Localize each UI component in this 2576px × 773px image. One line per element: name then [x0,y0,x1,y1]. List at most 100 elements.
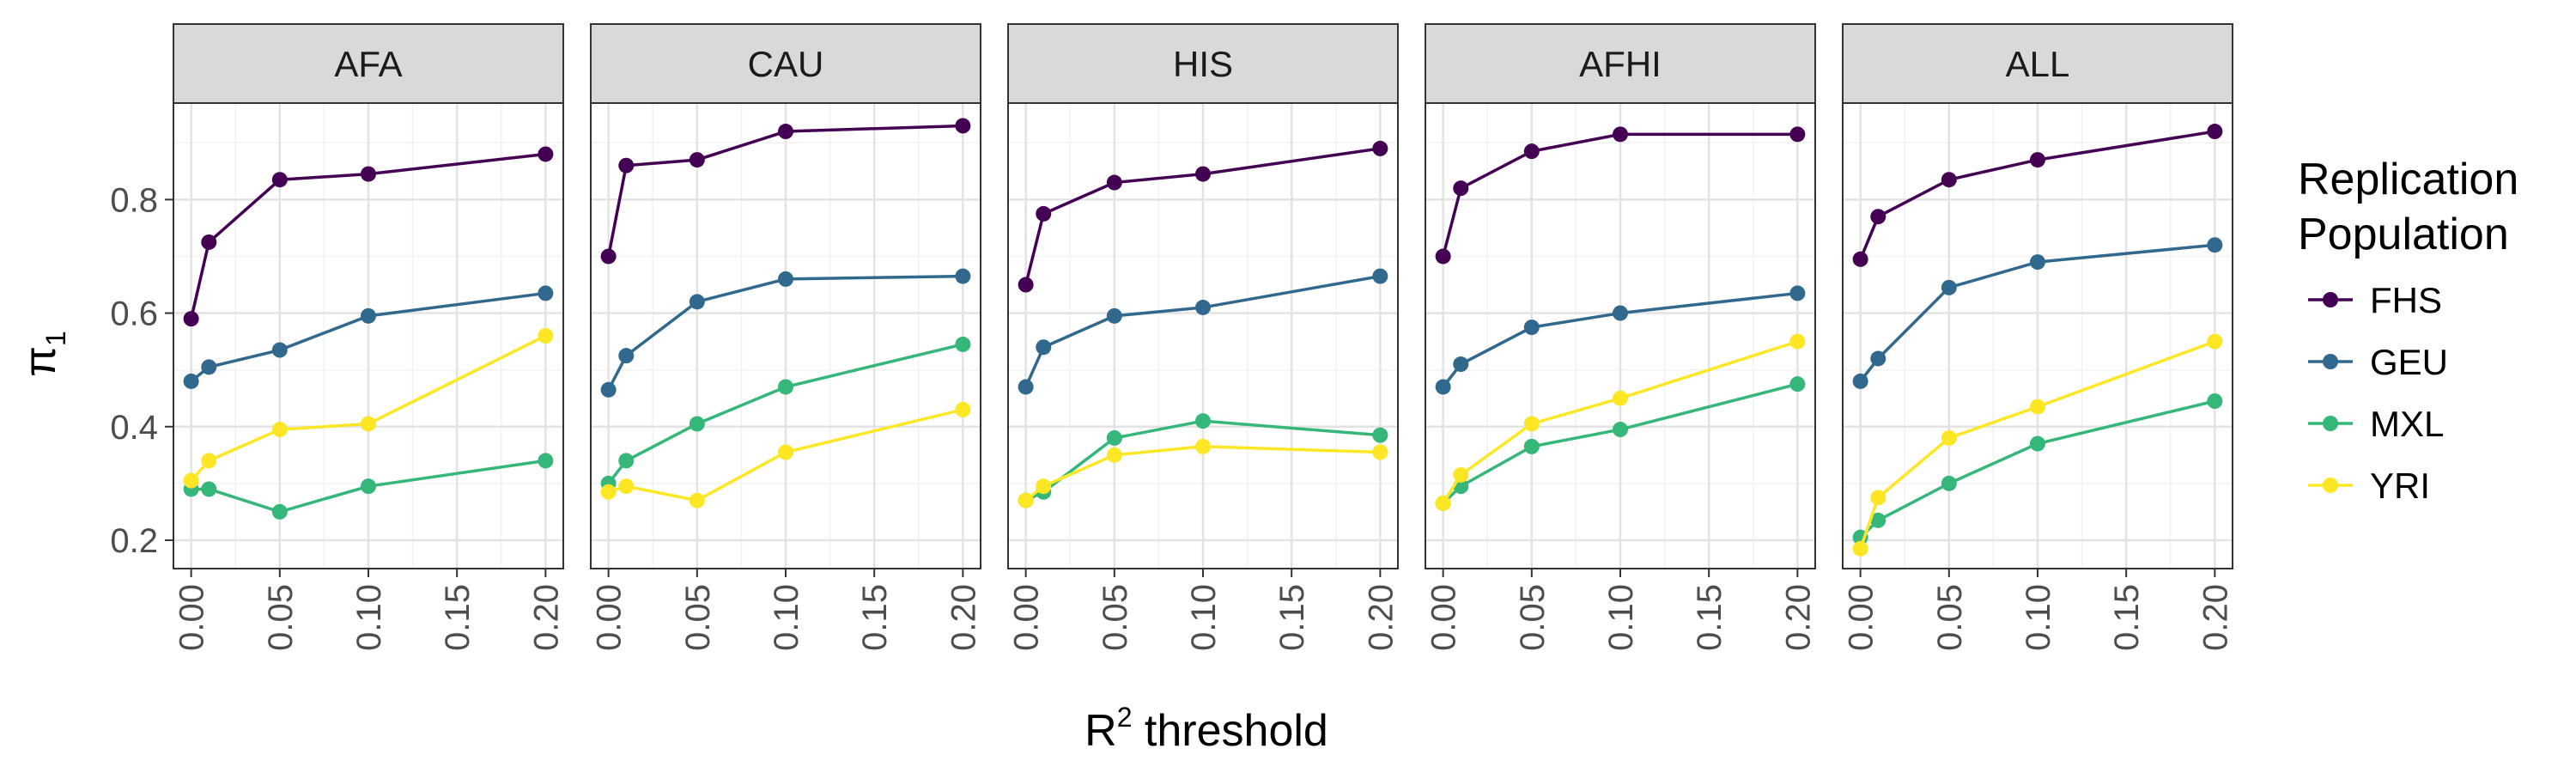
data-point [1789,126,1806,143]
facet-panel-afhi: AFHI 0.00 0.05 0.10 0.15 0.20 [1425,23,1817,651]
legend-key-geu: GEU [2308,342,2448,382]
data-point [1453,180,1469,197]
data-point [1372,268,1388,284]
data-point [1941,172,1957,188]
x-tick-label: 0.15 [439,584,477,651]
legend-keys: FHS GEU MXL YRI [2308,280,2448,506]
x-tick-label: 0.20 [1779,584,1817,651]
data-point [778,271,793,287]
series-yri [1018,438,1388,508]
data-point [1018,492,1034,508]
series-geu [1018,268,1388,395]
data-point [538,453,554,469]
y-axis: 0.2 0.4 0.6 0.8 [110,181,173,560]
y-tick-label: 0.4 [110,409,158,447]
gridlines [1843,103,2233,569]
series-geu [183,285,554,389]
data-point [1523,438,1540,454]
x-tick-label: 0.15 [856,584,894,651]
facet-strip-label: AFA [334,44,402,84]
data-point [2207,237,2223,253]
data-point [1852,251,1868,267]
data-point [201,359,217,375]
legend-label: YRI [2370,466,2430,506]
data-point [1372,427,1388,443]
series-fhs [600,118,971,265]
series-geu [1435,285,1806,395]
x-axis-title-rest: threshold [1132,706,1327,756]
data-point [271,503,288,520]
x-axis-ticks: 0.00 0.05 0.10 0.15 0.20 [1843,569,2234,651]
data-point [618,157,635,173]
data-point [1195,299,1211,315]
data-point [538,146,554,162]
series-yri [1852,333,2223,557]
series-geu [600,268,971,398]
x-tick-label: 0.05 [262,584,300,651]
data-point [1613,390,1628,406]
series-geu [1852,237,2223,389]
data-point [618,478,635,495]
data-point [1106,429,1122,446]
data-point [1453,466,1469,483]
series-fhs [1435,126,1806,265]
x-tick-label: 0.10 [2020,584,2057,651]
legend-key-point [2323,478,2338,493]
facet-panel-his: HIS 0.00 0.05 0.10 0.15 0.20 [1007,23,1400,651]
data-point [183,472,199,489]
data-point [1195,413,1211,429]
data-point [600,248,617,265]
data-point [2207,124,2223,140]
data-point [600,381,617,398]
x-tick-label: 0.20 [945,584,982,651]
data-point [2030,152,2045,168]
data-point [1018,379,1034,395]
y-tick-label: 0.2 [110,522,158,560]
data-point [1852,540,1868,557]
facet-strip [1425,23,1816,104]
data-point [955,401,971,417]
legend: Replication Population FHS GEU MXL YRI [2298,155,2518,506]
legend-key-point [2323,292,2338,307]
data-point [600,484,617,500]
series-yri [1435,333,1806,511]
legend-label: MXL [2370,404,2444,444]
x-tick-label: 0.10 [1602,584,1640,651]
data-point [1870,490,1886,506]
x-axis-ticks: 0.00 0.05 0.10 0.15 0.20 [591,569,982,651]
facet-strip-label: HIS [1173,44,1233,84]
data-point [1036,478,1052,495]
legend-key-mxl: MXL [2308,404,2444,444]
data-point [1523,143,1540,160]
facet-strip [173,23,564,104]
data-point [1852,373,1868,389]
data-point [1435,379,1451,395]
facet-strip [590,23,981,104]
x-tick-label: 0.05 [679,584,717,651]
legend-title-line1: Replication [2298,155,2518,204]
data-point [1789,333,1806,350]
facet-panel-cau: CAU 0.00 0.05 0.10 0.15 0.20 [590,23,982,651]
series-mxl [1852,393,2223,545]
x-tick-label: 0.20 [1362,584,1400,651]
data-point [1018,277,1034,293]
data-point [361,478,376,495]
data-point [2207,333,2223,350]
data-point [1941,279,1957,295]
data-point [2030,435,2045,452]
data-point [1106,447,1122,463]
x-axis-title-sup: 2 [1117,702,1133,733]
data-point [201,453,217,469]
data-point [1789,285,1806,301]
data-point [538,285,554,301]
data-point [361,166,376,182]
data-point [1372,444,1388,460]
x-tick-label: 0.15 [1273,584,1311,651]
data-point [1372,140,1388,156]
data-point [1870,209,1886,225]
data-point [689,294,705,310]
data-point [201,481,217,497]
data-point [1106,174,1122,191]
